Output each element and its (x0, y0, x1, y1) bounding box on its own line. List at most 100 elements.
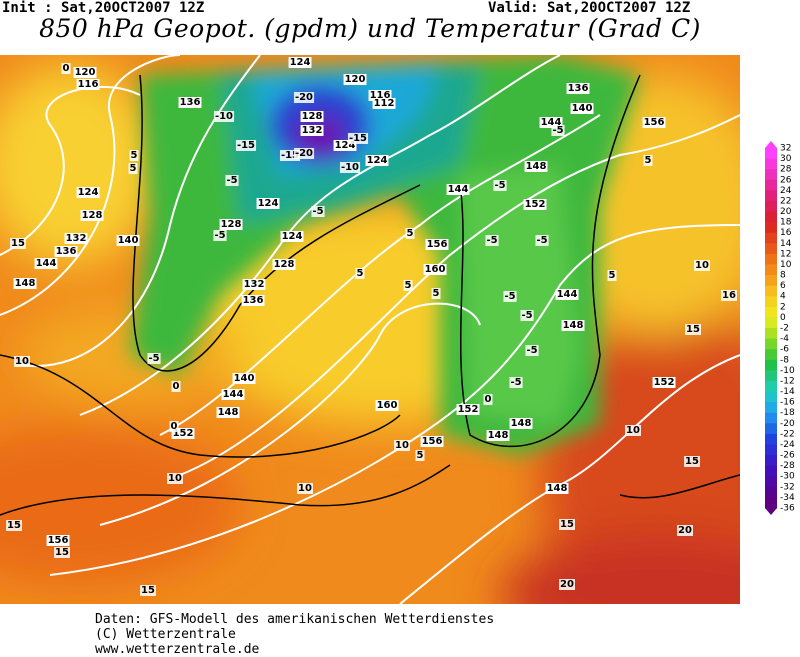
temperature-contours (0, 74, 740, 516)
geopotential-label: 152 (173, 428, 194, 439)
geopotential-label: 132 (244, 279, 265, 290)
temperature-label: -20 (295, 92, 313, 103)
geopotential-label-bg (333, 140, 357, 151)
scale-band (765, 412, 777, 424)
temperature-label-bg (415, 450, 425, 461)
temperature-field (0, 55, 740, 604)
scale-band (765, 296, 777, 308)
temperature-label-bg (355, 268, 365, 279)
scale-label: 28 (780, 165, 792, 175)
temperature-label: -5 (214, 230, 225, 241)
scale-label: 8 (780, 271, 786, 281)
temperature-label-bg (607, 270, 617, 281)
temperature-label: -5 (494, 180, 505, 191)
temperature-label-bg (721, 290, 737, 301)
scale-band (765, 486, 777, 498)
geopotential-label: 144 (448, 184, 469, 195)
geopotential-label-bg (73, 67, 97, 78)
scale-label: -12 (780, 376, 795, 386)
geopotential-label: 136 (568, 83, 589, 94)
temperature-label: -5 (536, 235, 547, 246)
geopotential-label: 144 (541, 117, 562, 128)
title: 850 hPa Geopot. (gpdm) und Temperatur (G… (39, 14, 701, 43)
scale-band (765, 243, 777, 255)
scale-label: 6 (780, 281, 786, 291)
geopotential-label: 152 (458, 404, 479, 415)
geopotential-label-bg (13, 278, 37, 289)
scale-label: -14 (780, 387, 795, 397)
geopotential-label: 144 (557, 289, 578, 300)
geopotential-label: 124 (335, 140, 356, 151)
geopotential-label-bg (420, 436, 444, 447)
temperature-label: 5 (433, 288, 440, 299)
temperature-label: -5 (521, 310, 532, 321)
geopotential-label-bg (216, 407, 240, 418)
scale-label: 20 (780, 207, 792, 217)
temperature-label: 15 (141, 585, 155, 596)
scale-band (765, 328, 777, 340)
geopotential-label: 136 (243, 295, 264, 306)
scale-band (765, 455, 777, 467)
scale-band (765, 380, 777, 393)
geopotential-label-bg (523, 199, 547, 210)
geopotential-label-bg (539, 117, 563, 128)
scale-label: 32 (780, 144, 791, 154)
geopotential-label-bg (642, 117, 666, 128)
temperature-label: 0 (485, 394, 492, 405)
scale-band (765, 275, 777, 287)
scale-label: -24 (780, 440, 795, 450)
temperature-label-bg (6, 520, 22, 531)
scale-band (765, 349, 777, 361)
temperature-label: -20 (295, 148, 313, 159)
scale-label: 14 (780, 239, 792, 249)
geopotential-label: 144 (36, 258, 57, 269)
geopotential-label: 136 (56, 246, 77, 257)
geopotential-label-bg (652, 377, 676, 388)
temperature-label: 5 (407, 228, 414, 239)
scale-band (765, 200, 777, 213)
scale-label: 12 (780, 249, 791, 259)
geopotential-label-bg (423, 264, 447, 275)
geopotential-label-bg (171, 428, 195, 439)
temperature-label-bg (525, 345, 539, 356)
geopotential-label: 124 (78, 187, 99, 198)
scale-band (765, 306, 777, 318)
geopotential-label: 140 (572, 103, 593, 114)
geopotential-label-bg (232, 373, 256, 384)
temperature-label-bg (394, 440, 410, 451)
temperature-label-bg (147, 353, 161, 364)
temperature-label-bg (339, 162, 361, 173)
geopotential-label-bg (80, 210, 104, 221)
temperature-label-bg (61, 63, 71, 74)
temperature-label: 0 (173, 381, 180, 392)
scale-label: -8 (780, 355, 789, 365)
geopotential-label-bg (368, 90, 392, 101)
temperature-label-bg (405, 228, 415, 239)
geopotential-label-bg (425, 239, 449, 250)
geopotential-label-bg (221, 389, 245, 400)
scale-band (765, 497, 777, 509)
temperature-label: 10 (626, 425, 640, 436)
scale-label: 2 (780, 302, 786, 312)
geopotential-label-bg (509, 418, 533, 429)
geopotential-label: 148 (526, 161, 547, 172)
scale-label: -18 (780, 408, 795, 418)
temperature-label: -5 (148, 353, 159, 364)
temperature-label-bg (551, 125, 565, 136)
scale-band (765, 253, 777, 265)
scale-label: -16 (780, 398, 795, 408)
geopotential-label: 112 (374, 98, 395, 109)
temperature-label: 5 (130, 163, 137, 174)
geopotential-label: 148 (15, 278, 36, 289)
geopotential-label-bg (272, 259, 296, 270)
map: 1201161241281321361441481401361241201161… (0, 55, 740, 604)
geopotential-label-bg (242, 279, 266, 290)
scale-label: 10 (780, 260, 792, 270)
temperature-label: -5 (504, 291, 515, 302)
scale-band (765, 338, 777, 350)
geopotential-label-bg (570, 103, 594, 114)
scale-band (765, 465, 777, 477)
temperature-label: -5 (486, 235, 497, 246)
temperature-label: 0 (171, 421, 178, 432)
temperature-label: 10 (298, 483, 312, 494)
